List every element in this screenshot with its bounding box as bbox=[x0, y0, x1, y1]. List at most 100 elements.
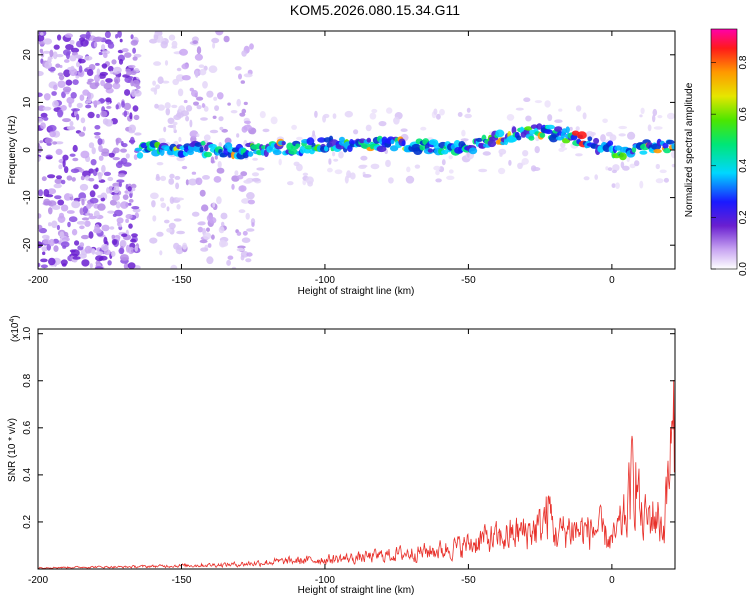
noise-blob bbox=[196, 96, 204, 101]
noise-blob bbox=[175, 182, 180, 190]
noise-blob bbox=[42, 251, 46, 256]
noise-blob bbox=[69, 39, 75, 45]
noise-blob bbox=[94, 74, 100, 83]
noise-blob bbox=[305, 176, 314, 184]
noise-blob bbox=[100, 80, 105, 87]
noise-blob bbox=[85, 104, 92, 109]
ridge-blob bbox=[544, 129, 553, 135]
y-tick-label: 0 bbox=[22, 147, 33, 153]
x-tick-label: -50 bbox=[461, 275, 476, 286]
ridge-blob bbox=[565, 126, 570, 134]
y-tick-label: 10 bbox=[22, 96, 33, 108]
noise-blob bbox=[175, 197, 185, 201]
noise-blob bbox=[121, 143, 128, 148]
noise-blob bbox=[41, 234, 50, 240]
noise-blob bbox=[667, 112, 675, 120]
noise-blob bbox=[223, 35, 230, 43]
noise-blob bbox=[211, 234, 215, 240]
noise-blob bbox=[191, 171, 197, 175]
noise-blob bbox=[38, 224, 43, 230]
noise-blob bbox=[118, 224, 122, 228]
noise-blob bbox=[128, 64, 136, 69]
noise-blob bbox=[196, 105, 202, 110]
ridge-blob bbox=[401, 140, 406, 147]
y-tick-label: 1.0 bbox=[22, 326, 33, 340]
ridge-blob bbox=[433, 142, 440, 149]
noise-blob bbox=[121, 101, 125, 108]
noise-blob bbox=[41, 246, 48, 252]
noise-blob bbox=[155, 84, 161, 90]
noise-blob bbox=[123, 102, 132, 111]
noise-blob bbox=[192, 40, 198, 45]
noise-blob bbox=[38, 117, 44, 123]
noise-blob bbox=[327, 167, 333, 173]
noise-blob bbox=[386, 107, 393, 114]
noise-blob bbox=[100, 110, 108, 118]
noise-blob bbox=[173, 218, 182, 222]
noise-blob bbox=[378, 121, 387, 127]
noise-blob bbox=[234, 66, 242, 71]
noise-blob bbox=[457, 112, 463, 117]
x-tick-label: 0 bbox=[609, 275, 615, 286]
noise-blob bbox=[87, 91, 91, 100]
noise-blob bbox=[169, 173, 175, 179]
noise-blob bbox=[245, 258, 252, 263]
noise-blob bbox=[107, 176, 114, 182]
noise-blob bbox=[522, 150, 529, 157]
noise-blob bbox=[88, 142, 95, 149]
noise-blob bbox=[243, 101, 248, 106]
ridge-blob bbox=[663, 147, 672, 154]
noise-blob bbox=[249, 43, 254, 50]
noise-blob bbox=[63, 49, 71, 56]
noise-blob bbox=[84, 245, 92, 254]
noise-blob bbox=[59, 231, 65, 239]
ridge-blob bbox=[288, 149, 298, 155]
noise-blob bbox=[72, 144, 78, 153]
noise-blob bbox=[132, 56, 138, 61]
noise-blob bbox=[198, 64, 205, 68]
noise-blob bbox=[79, 94, 85, 101]
noise-blob bbox=[57, 199, 65, 206]
noise-blob bbox=[406, 166, 411, 173]
noise-blob bbox=[181, 165, 188, 170]
noise-blob bbox=[246, 252, 253, 257]
noise-blob bbox=[71, 200, 81, 209]
noise-blob bbox=[113, 66, 122, 74]
noise-blob bbox=[101, 63, 108, 69]
noise-blob bbox=[48, 257, 56, 266]
noise-blob bbox=[86, 69, 94, 76]
noise-blob bbox=[116, 179, 125, 183]
noise-blob bbox=[42, 106, 52, 111]
noise-blob bbox=[111, 239, 118, 245]
noise-blob bbox=[212, 115, 217, 120]
snr-xlabel: Height of straight line (km) bbox=[298, 585, 415, 596]
noise-blob bbox=[63, 69, 71, 78]
noise-blob bbox=[181, 63, 189, 70]
noise-blob bbox=[62, 86, 72, 93]
noise-blob bbox=[213, 176, 222, 183]
noise-blob bbox=[600, 134, 606, 143]
noise-blob bbox=[164, 60, 169, 66]
noise-blob bbox=[629, 163, 636, 169]
noise-blob bbox=[58, 164, 63, 170]
spectrogram-area bbox=[38, 31, 675, 269]
colorbar-tick-label: 0.2 bbox=[738, 210, 749, 224]
noise-blob bbox=[247, 199, 255, 205]
noise-blob bbox=[218, 226, 225, 234]
noise-blob bbox=[498, 167, 506, 175]
noise-blob bbox=[67, 221, 71, 228]
noise-blob bbox=[176, 156, 185, 162]
colorbar-tick-label: 0.8 bbox=[738, 55, 749, 69]
noise-blob bbox=[128, 223, 133, 229]
noise-blob bbox=[125, 214, 133, 219]
noise-blob bbox=[124, 76, 133, 83]
noise-blob bbox=[202, 81, 208, 89]
noise-blob bbox=[68, 193, 73, 197]
ridge-blob bbox=[536, 123, 543, 130]
noise-blob bbox=[197, 226, 204, 233]
noise-blob bbox=[62, 118, 71, 123]
noise-blob bbox=[81, 198, 85, 206]
noise-blob bbox=[120, 148, 127, 153]
